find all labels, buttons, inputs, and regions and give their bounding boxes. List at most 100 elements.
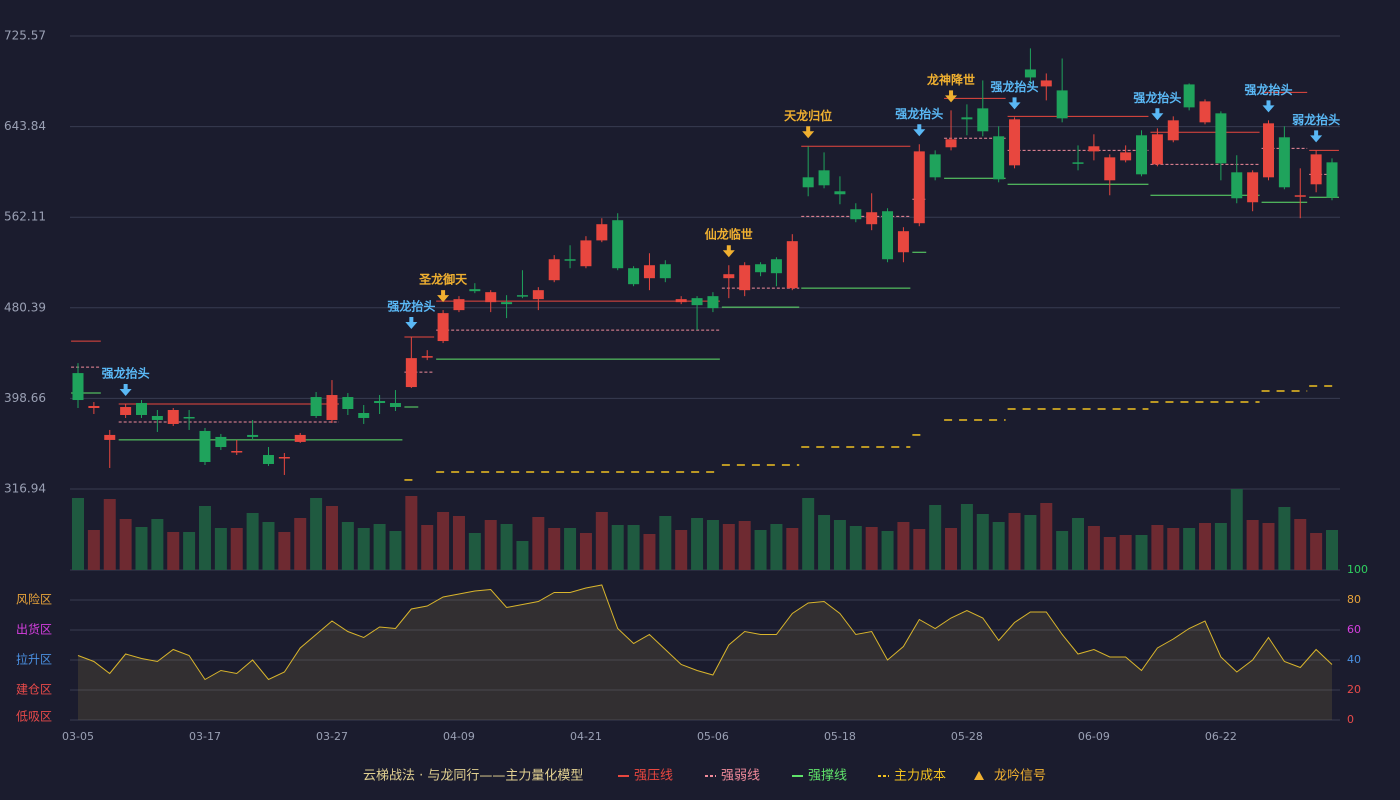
- candle-body: [1072, 162, 1084, 164]
- volume-bar: [1135, 535, 1148, 570]
- candle-body: [770, 259, 782, 274]
- volume-bar: [913, 529, 926, 570]
- candle-body: [501, 302, 513, 305]
- candle-body: [897, 231, 909, 253]
- volume-bar: [135, 527, 148, 570]
- candle-body: [358, 412, 370, 418]
- candle-body: [1215, 113, 1227, 164]
- y-tick-label: 725.57: [4, 29, 46, 43]
- volume-bar: [1087, 526, 1100, 570]
- candle-body: [262, 455, 274, 464]
- volume-bar: [151, 519, 164, 570]
- volume-bar: [1183, 528, 1196, 570]
- candle-body: [993, 136, 1005, 180]
- volume-bar: [706, 520, 719, 570]
- volume-bar: [643, 534, 656, 570]
- candle-body: [1310, 154, 1322, 185]
- candle-body: [945, 139, 957, 148]
- zone-label: 低吸区: [16, 710, 52, 724]
- candle-body: [961, 117, 973, 120]
- signal-label: 龙神降世: [927, 72, 975, 87]
- legend-swatch: [974, 771, 984, 780]
- signal-arrow: [913, 124, 926, 137]
- signal-arrow: [1008, 97, 1021, 110]
- volume-bar: [722, 524, 735, 570]
- volume-bar: [992, 522, 1005, 570]
- y-tick-label: 562.11: [4, 210, 46, 224]
- signal-arrow: [437, 290, 450, 303]
- signal-label: 强龙抬头: [1133, 90, 1181, 105]
- volume-bar: [881, 531, 894, 570]
- candle-body: [739, 265, 751, 291]
- candle-body: [405, 358, 417, 388]
- volume-bar: [373, 524, 386, 570]
- volume-bar: [310, 498, 323, 570]
- candle-body: [247, 434, 259, 437]
- legend-label: 主力成本: [894, 769, 946, 784]
- volume-bar: [516, 541, 529, 570]
- volume-bar: [1278, 507, 1291, 570]
- candle-body: [1136, 135, 1148, 175]
- candle-body: [310, 397, 322, 416]
- volume-bar: [897, 522, 910, 570]
- volume-bar: [818, 515, 831, 570]
- signal-label: 强龙抬头: [387, 299, 435, 314]
- volume-bar: [1040, 503, 1053, 570]
- y-tick-label: 643.84: [4, 119, 46, 133]
- volume-bar: [1199, 523, 1212, 570]
- volume-bar: [1151, 525, 1164, 570]
- candle-body: [580, 240, 592, 267]
- volume-bar: [214, 528, 227, 570]
- candle-body: [818, 170, 830, 186]
- zone-label: 建仓区: [16, 683, 52, 697]
- volume-bar: [1262, 523, 1275, 570]
- volume-bar: [579, 533, 592, 570]
- candle-body: [659, 264, 671, 279]
- candle-body: [1009, 119, 1021, 166]
- x-tick-label: 06-22: [1205, 730, 1237, 743]
- volume-bar: [1294, 519, 1307, 570]
- volume-bar: [278, 532, 291, 570]
- candle-body: [564, 259, 576, 261]
- signal-label: 仙龙临世: [705, 227, 753, 242]
- legend-title: 云梯战法 · 与龙同行——主力量化模型: [363, 769, 583, 784]
- volume-bar: [1230, 489, 1243, 570]
- candle-body: [516, 295, 528, 297]
- volume-bar: [849, 526, 862, 570]
- osc-area: [78, 585, 1332, 720]
- volume-bar: [1024, 515, 1037, 570]
- signal-arrow: [1151, 108, 1164, 121]
- candle-body: [628, 268, 640, 285]
- legend-label: 强弱线: [721, 769, 760, 784]
- volume-bar: [1103, 537, 1116, 570]
- candle-body: [326, 395, 338, 420]
- candle-body: [231, 451, 243, 453]
- x-tick-label: 03-27: [316, 730, 348, 743]
- volume-bar: [1167, 528, 1180, 570]
- volume-bar: [770, 524, 783, 570]
- signal-arrow: [1262, 100, 1275, 113]
- volume-bar: [357, 528, 370, 570]
- signal-arrow: [405, 317, 418, 330]
- volume-bar: [675, 530, 688, 570]
- volume-bar: [548, 528, 561, 570]
- candle-body: [1167, 120, 1179, 141]
- candle-body: [1199, 101, 1211, 123]
- candle-body: [72, 373, 84, 401]
- candle-body: [691, 298, 703, 306]
- candle-body: [1120, 152, 1132, 161]
- candle-body: [1278, 137, 1290, 188]
- volume-bar: [1326, 530, 1338, 570]
- candle-body: [1263, 123, 1275, 178]
- candle-body: [215, 436, 227, 448]
- volume-bar: [786, 528, 799, 570]
- volume-bar: [627, 525, 640, 570]
- candle-body: [183, 416, 195, 419]
- x-tick-label: 03-05: [62, 730, 94, 743]
- candle-body: [485, 292, 497, 303]
- candle-body: [104, 434, 116, 440]
- candle-body: [1247, 172, 1259, 203]
- volume-bar: [294, 518, 307, 570]
